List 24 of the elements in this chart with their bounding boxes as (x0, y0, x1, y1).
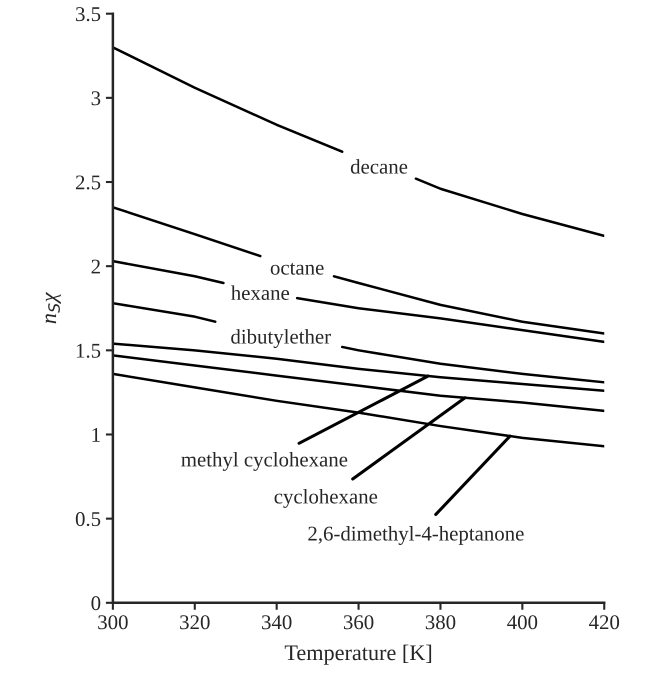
y-tick-label: 2.5 (76, 175, 100, 190)
series-label: dibutylether (231, 329, 331, 348)
text: cyclohexane (274, 488, 378, 508)
x-tick-label: 420 (589, 615, 620, 630)
x-tick-label: 340 (262, 615, 292, 630)
y-tick-label: 0.5 (76, 512, 100, 526)
text: 2,6-dimethyl-4-heptanone (308, 526, 524, 545)
series-label: octane (270, 262, 324, 275)
x-tick-label: 300 (98, 615, 128, 630)
x-tick-label: 360 (344, 615, 374, 630)
x-axis-title: Temperature [K] (284, 644, 432, 665)
series-label: decane (350, 159, 408, 174)
x-tick-label: 380 (426, 615, 456, 630)
y-tick-label: 2 (92, 260, 100, 274)
x-tick-label: 320 (180, 615, 210, 630)
x-tick-label: 400 (507, 615, 538, 630)
y-axis-title: n$_{S}$χ (46, 292, 61, 324)
y-tick-label: 3.5 (76, 7, 100, 22)
y-tick-label: 3 (92, 91, 100, 106)
text: methyl cyclohexane (181, 452, 348, 471)
y-tick-label: 1.5 (76, 344, 100, 358)
y-tick-label: 0 (91, 596, 100, 610)
y-tick-label: 1 (92, 428, 100, 442)
series-label: hexane (230, 285, 290, 300)
